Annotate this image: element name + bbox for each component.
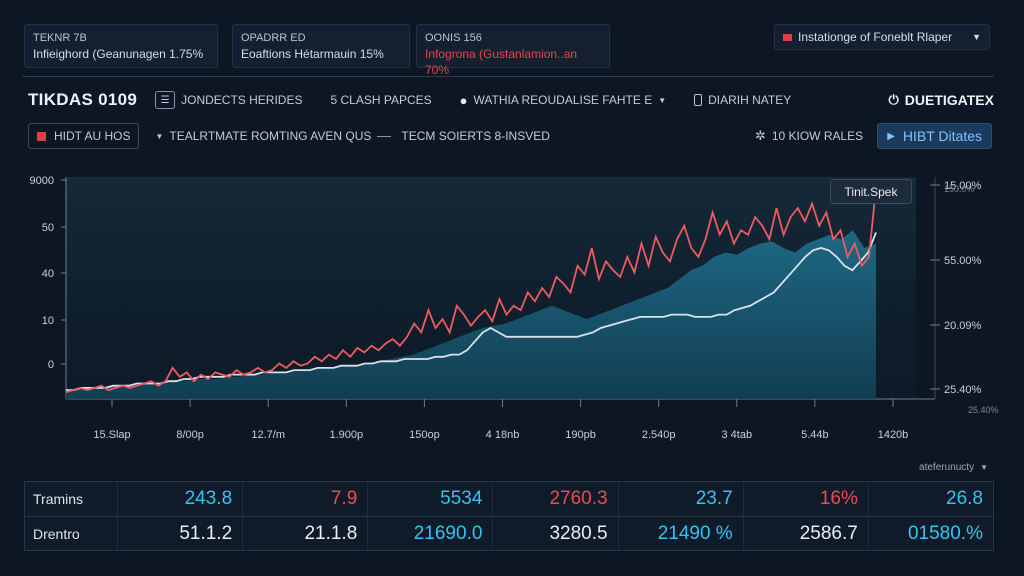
table-cell: 2760.3	[492, 482, 617, 516]
table-cell: 243.8	[117, 482, 242, 516]
area-series	[66, 230, 876, 399]
y-right-tick-label: 25.40%	[944, 384, 982, 396]
table-cell: 2586.7	[742, 517, 868, 550]
report-dropdown-label: Instationge of Foneblt Rlaper	[798, 30, 953, 44]
history-button[interactable]: HIDT AU HOS	[28, 123, 140, 149]
header-divider	[22, 76, 994, 77]
table-row: Tramins 243.8 7.9 5534 2760.3 23.7 16% 2…	[25, 482, 993, 516]
primary-action-button[interactable]: ▶ HIBT Ditates	[877, 123, 992, 149]
chevron-down-icon: ▼	[658, 95, 667, 105]
summary-card-value: Eoaftions Hétarmauin 15%	[241, 47, 384, 61]
summary-card-1[interactable]: TEKNR 7B Infieighord (Geanunagen 1.75%	[24, 24, 218, 68]
table-row: Drentro 51.1.2 21.1.8 21690.0 3280.5 214…	[25, 516, 993, 550]
record-icon	[37, 131, 46, 141]
table-cell: 7.9	[242, 482, 367, 516]
chevron-down-icon: ▼	[155, 131, 164, 141]
chart-tooltip: Tinit.Spek	[830, 179, 912, 204]
table-cell: 01580.%	[867, 517, 993, 550]
y-right-tick-label: 15.00%	[944, 180, 982, 192]
x-tick-label: 150op	[409, 429, 440, 441]
chevron-down-icon: ▼	[972, 32, 981, 42]
filter-select[interactable]: ateferunucty ▼	[919, 462, 988, 473]
chart-controls: HIDT AU HOS ▼ TEALRTMATE ROMTING AVEN QU…	[28, 122, 992, 150]
table-cell: 16%	[742, 482, 868, 516]
chevron-down-icon: ▼	[980, 463, 988, 472]
toolbar-item-documents[interactable]: ☰ JONDECTS HERIDES	[155, 91, 302, 109]
toolbar-item-label: WATHIA REOUDALISE FAHTE E	[473, 93, 653, 107]
flag-icon	[783, 33, 792, 41]
y-right-extra-label: 150.0%	[944, 184, 975, 194]
summary-card-2[interactable]: OPADRR ED Eoaftions Hétarmauin 15%	[232, 24, 410, 68]
lock-icon: ⏻	[888, 92, 899, 107]
x-tick-label: 4 18nb	[486, 429, 520, 441]
secondary-line-series	[66, 232, 877, 391]
report-dropdown[interactable]: Instationge of Foneblt Rlaper ▼	[774, 24, 990, 50]
lightbulb-icon: ●	[459, 92, 468, 108]
routing-select-label: TEALRTMATE ROMTING AVEN QUS	[169, 129, 372, 143]
x-tick-label: 5.44b	[801, 429, 829, 441]
rules-button[interactable]: ✲ 10 KIOW RALES	[755, 128, 863, 144]
table-cell: 21690.0	[367, 517, 492, 550]
x-tick-label: 8/00p	[176, 429, 204, 441]
gear-icon: ✲	[754, 128, 766, 143]
summary-card-title: OONIS 156	[425, 32, 482, 44]
table-cell: 51.1.2	[117, 517, 242, 550]
y-right-tick-label: 20.09%	[944, 320, 982, 332]
toolbar-item-notes[interactable]: DIARIH NATEY	[694, 93, 791, 107]
summary-card-value: Infogrona (Gustanlamion..an 70%	[425, 47, 578, 77]
summary-card-title: TEKNR 7B	[33, 32, 87, 44]
routing-select[interactable]: ▼ TEALRTMATE ROMTING AVEN QUS	[155, 129, 392, 143]
x-tick-label: 190pb	[565, 429, 596, 441]
x-tick-label: 1.900p	[329, 429, 363, 441]
history-button-label: HIDT AU HOS	[54, 129, 131, 143]
y-tick-label: 50	[42, 222, 54, 234]
x-tick-label: 12.7/m	[251, 429, 285, 441]
x-tick-label: 3 4tab	[722, 429, 753, 441]
row-label: Tramins	[33, 491, 84, 507]
y-tick-label: 40	[42, 268, 54, 280]
x-tick-label: 15.Slap	[93, 429, 130, 441]
document-icon: ☰	[155, 91, 176, 109]
chart-tooltip-label: Tinit.Spek	[844, 184, 898, 199]
y-tick-label: 10	[42, 315, 54, 327]
y-tick-label: 9000	[30, 175, 54, 187]
table-cell: 5534	[367, 482, 492, 516]
primary-action-label: HIBT Ditates	[902, 128, 982, 144]
y-tick-label: 0	[48, 359, 54, 371]
y-right-tick-label: 55.00%	[944, 255, 982, 267]
row-label: Drentro	[33, 525, 80, 542]
toolbar-item-clash[interactable]: 5 CLASH PAPCES	[330, 93, 431, 107]
page-title: TIKDAS 0109	[28, 90, 138, 109]
price-chart[interactable]: 9000 50 40 10 0 15.00% 55.00% 20.09% 25.40% 150.0…	[0, 165, 1024, 455]
table-cell: 21490 %	[617, 517, 743, 550]
line-legend-icon	[377, 135, 392, 137]
rules-button-label: 10 KIOW RALES	[771, 129, 864, 143]
y-right-extra-label: 25.40%	[968, 405, 999, 415]
toolbar-item-label: DIARIH NATEY	[708, 93, 792, 107]
phone-icon	[694, 94, 703, 106]
toolbar-item-insights[interactable]: ● WATHIA REOUDALISE FAHTE E ▼	[460, 93, 666, 108]
table-cell: 21.1.8	[242, 517, 367, 550]
play-icon: ▶	[887, 130, 895, 142]
toolbar-item-label: 5 CLASH PAPCES	[330, 93, 432, 107]
toolbar-action-label: DUETIGATEX	[904, 92, 994, 108]
toolbar-item-label: JONDECTS HERIDES	[181, 93, 303, 107]
x-tick-label: 1420b	[878, 429, 909, 441]
summary-card-title: OPADRR ED	[241, 32, 306, 44]
series-toggle-label: TECM SOIERTS 8-INSVED	[401, 129, 550, 143]
metrics-table: Tramins 243.8 7.9 5534 2760.3 23.7 16% 2…	[24, 481, 994, 551]
series-toggle[interactable]: TECM SOIERTS 8-INSVED	[401, 129, 549, 143]
table-cell: 26.8	[867, 482, 993, 516]
toolbar-action-button[interactable]: ⏻ DUETIGATEX	[889, 92, 995, 108]
primary-line-series	[65, 188, 877, 394]
toolbar: TIKDAS 0109 ☰ JONDECTS HERIDES 5 CLASH P…	[28, 88, 994, 112]
summary-card-value: Infieighord (Geanunagen 1.75%	[33, 47, 204, 61]
table-cell: 3280.5	[492, 517, 617, 550]
x-tick-label: 2.540p	[642, 429, 676, 441]
table-cell: 23.7	[617, 482, 743, 516]
summary-card-3[interactable]: OONIS 156 Infogrona (Gustanlamion..an 70…	[416, 24, 610, 77]
filter-select-label: ateferunucty	[919, 462, 975, 473]
